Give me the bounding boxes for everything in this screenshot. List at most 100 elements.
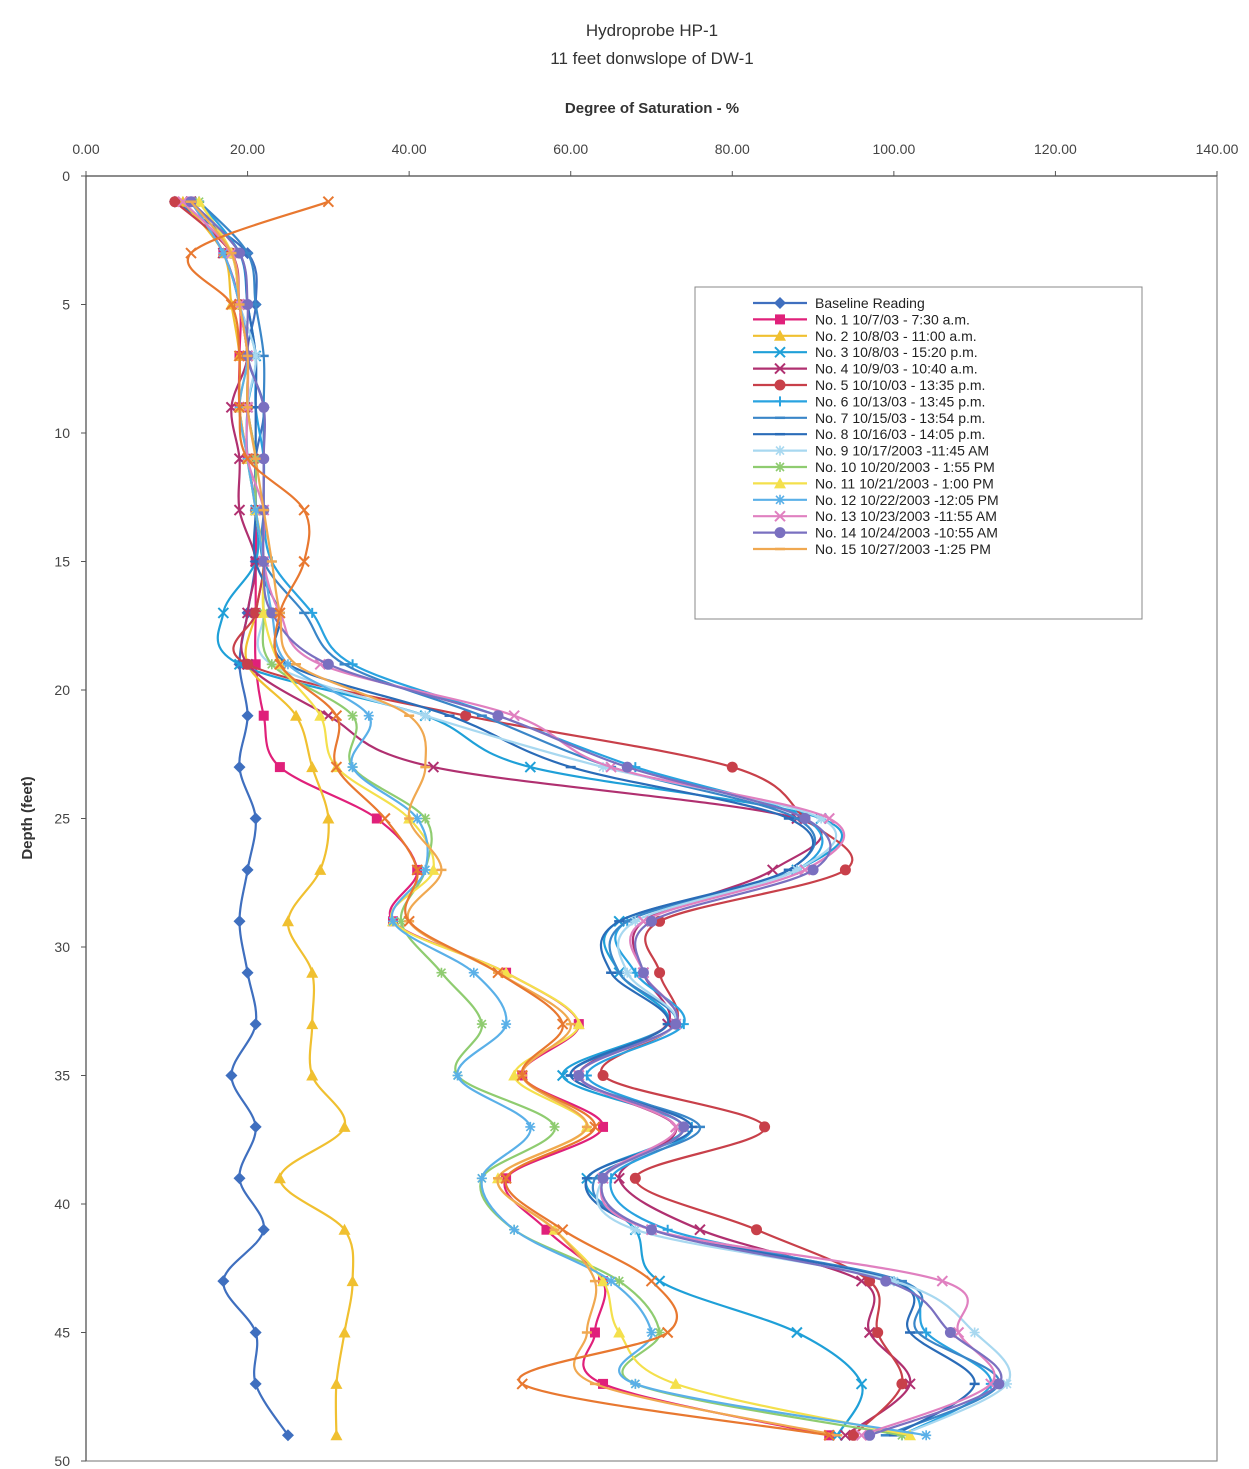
data-point bbox=[622, 967, 633, 978]
data-point bbox=[791, 864, 802, 875]
data-point bbox=[556, 1069, 569, 1082]
series-17 bbox=[185, 195, 835, 1442]
data-point bbox=[630, 1378, 641, 1389]
series-15 bbox=[185, 196, 1005, 1441]
data-point bbox=[524, 761, 537, 773]
data-point bbox=[872, 1327, 884, 1338]
data-point bbox=[605, 761, 617, 773]
legend-label: Baseline Reading bbox=[815, 295, 925, 311]
data-point bbox=[1001, 1378, 1012, 1389]
legend-label: No. 14 10/24/2003 -10:55 AM bbox=[815, 525, 998, 541]
data-point bbox=[290, 709, 303, 721]
data-point bbox=[185, 247, 197, 259]
data-point bbox=[460, 710, 472, 722]
data-point bbox=[218, 248, 229, 259]
data-point bbox=[766, 864, 779, 876]
legend-entry: No. 3 10/8/03 - 15:20 p.m. bbox=[753, 344, 978, 360]
legend-entry: No. 1 10/7/03 - 7:30 a.m. bbox=[753, 311, 970, 327]
data-point bbox=[646, 1224, 657, 1236]
data-point bbox=[799, 813, 811, 824]
data-point bbox=[250, 505, 261, 516]
data-point bbox=[241, 452, 254, 465]
data-point bbox=[759, 1121, 771, 1133]
legend-swatch-marker bbox=[774, 297, 786, 309]
data-point bbox=[241, 607, 254, 619]
data-point bbox=[225, 1069, 238, 1082]
y-tick-label: 50 bbox=[54, 1453, 70, 1469]
data-point bbox=[944, 1327, 956, 1338]
data-point bbox=[654, 1327, 665, 1338]
data-point bbox=[306, 1018, 319, 1030]
data-point bbox=[896, 1430, 907, 1441]
x-tick-label: 80.00 bbox=[715, 141, 750, 157]
data-point bbox=[225, 298, 238, 311]
data-point bbox=[242, 658, 254, 670]
legend-swatch-marker bbox=[774, 379, 786, 391]
data-point bbox=[509, 1224, 520, 1235]
y-tick-label: 45 bbox=[54, 1325, 70, 1341]
data-point bbox=[249, 1326, 262, 1339]
data-point bbox=[233, 761, 246, 774]
data-point bbox=[751, 1224, 763, 1236]
data-point bbox=[807, 864, 819, 876]
legend-label: No. 2 10/8/03 - 11:00 a.m. bbox=[815, 328, 977, 344]
data-point bbox=[338, 1120, 351, 1132]
legend-label: No. 1 10/7/03 - 7:30 a.m. bbox=[815, 311, 970, 327]
data-point bbox=[791, 1326, 803, 1339]
data-point bbox=[412, 813, 423, 824]
legend-entry: No. 9 10/17/2003 -11:45 AM bbox=[753, 443, 989, 459]
data-point bbox=[516, 1069, 528, 1082]
data-point bbox=[863, 1326, 876, 1339]
data-point bbox=[921, 1430, 932, 1441]
data-point bbox=[993, 1378, 1005, 1390]
x-tick-label: 140.00 bbox=[1196, 141, 1239, 157]
data-point bbox=[322, 812, 335, 824]
data-point bbox=[347, 710, 358, 721]
x-tick-label: 0.00 bbox=[72, 141, 99, 157]
data-point bbox=[193, 195, 206, 207]
data-point bbox=[281, 915, 294, 927]
data-point bbox=[249, 1018, 262, 1031]
data-point bbox=[314, 863, 327, 875]
data-point bbox=[250, 607, 262, 619]
legend-label: No. 6 10/13/03 - 13:45 p.m. bbox=[815, 393, 985, 409]
data-point bbox=[541, 1224, 552, 1235]
legend-swatch-marker bbox=[774, 527, 786, 539]
legend-entry: No. 14 10/24/2003 -10:55 AM bbox=[753, 525, 998, 541]
data-point bbox=[233, 247, 245, 259]
legend-label: No. 8 10/16/03 - 14:05 p.m. bbox=[815, 426, 985, 442]
legend-swatch-marker bbox=[775, 396, 785, 407]
data-point bbox=[298, 555, 310, 568]
data-point bbox=[233, 350, 246, 362]
data-point bbox=[556, 1018, 569, 1030]
data-point bbox=[258, 401, 270, 413]
data-point bbox=[452, 1070, 463, 1081]
data-point bbox=[233, 504, 246, 516]
data-point bbox=[864, 1275, 876, 1287]
legend-entry: No. 10 10/20/2003 - 1:55 PM bbox=[753, 459, 995, 475]
data-point bbox=[306, 1069, 319, 1081]
data-point bbox=[573, 1070, 585, 1081]
data-point bbox=[500, 1172, 512, 1185]
legend-swatch-marker bbox=[775, 314, 785, 325]
data-point bbox=[346, 1275, 359, 1287]
data-point bbox=[242, 299, 254, 310]
legend-label: No. 9 10/17/2003 -11:45 AM bbox=[815, 443, 989, 459]
data-point bbox=[726, 761, 738, 773]
x-tick-label: 100.00 bbox=[872, 141, 915, 157]
data-point bbox=[330, 1429, 343, 1441]
data-point bbox=[306, 761, 319, 773]
data-point bbox=[614, 1276, 625, 1287]
data-point bbox=[330, 761, 343, 773]
legend-swatch-marker bbox=[775, 462, 785, 472]
data-point bbox=[396, 916, 407, 927]
x-axis-title: Degree of Saturation - % bbox=[565, 100, 739, 117]
data-point bbox=[250, 350, 261, 361]
data-point bbox=[233, 401, 246, 414]
legend-entry: No. 4 10/9/03 - 10:40 a.m. bbox=[753, 361, 978, 377]
data-point bbox=[249, 1377, 262, 1390]
data-point bbox=[839, 864, 851, 876]
legend-label: No. 11 10/21/2003 - 1:00 PM bbox=[815, 475, 994, 491]
data-point bbox=[508, 709, 520, 722]
